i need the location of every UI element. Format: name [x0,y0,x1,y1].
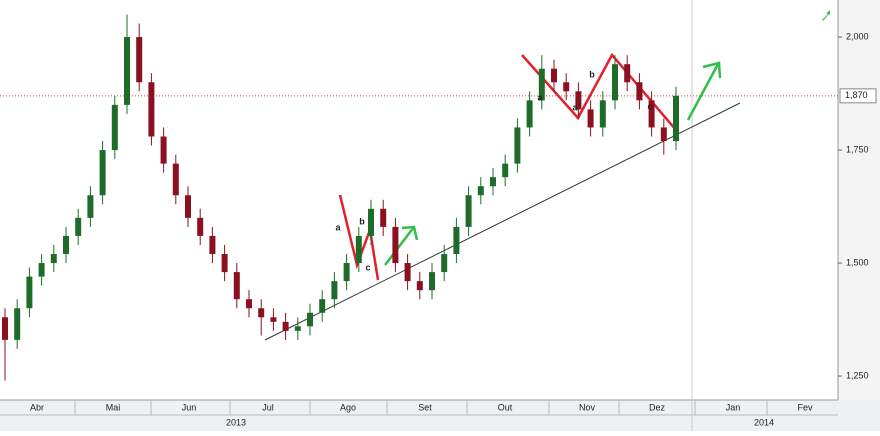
candle-body [2,317,8,340]
candle-body [465,195,472,227]
last-price-box [839,88,877,104]
x-tick-label: Set [418,402,432,412]
wave-label: c [365,262,370,272]
x-tick-label: Dez [649,402,666,412]
candle-body [258,308,265,318]
candle-body [50,254,57,264]
x-tick-label: Abr [30,402,44,412]
candle-body [502,163,509,178]
x-tick-label: Jul [262,402,274,412]
candle-body [87,195,94,218]
y-tick-label: 1,500 [846,257,869,267]
trend-line [264,102,741,341]
candle-body [453,226,460,255]
candle-body [343,263,350,282]
candle-body [648,100,655,128]
candle-body [294,326,301,331]
candle-body [514,127,521,164]
arrow [384,225,419,266]
candle-body [624,64,631,83]
candle-body [477,186,484,196]
candle-body [38,263,45,277]
wave-pattern [338,194,380,281]
candle-body [160,136,167,164]
candle-body [233,272,240,300]
candle-body [307,312,313,327]
candle-body [563,82,570,92]
candle-body [14,308,21,340]
last-price-label: 1,870 [845,90,868,100]
candle-body [392,226,399,264]
candle-body [612,64,618,101]
candle-body [587,109,594,128]
y-tick-label: 1,250 [846,370,869,380]
y-axis-panel [838,0,880,400]
wave-label: b [359,216,365,226]
x-tick-label: Out [498,402,513,412]
candle-body [636,82,643,101]
candle-body [111,104,118,151]
candle-body [551,68,557,83]
wave-label: a [335,222,341,232]
candle-body [124,37,130,105]
x-tick-label: Fev [797,402,813,412]
candle-body [136,37,143,83]
x-tick-label: Jan [726,402,741,412]
candle-body [221,254,228,273]
x-tick-label: Ago [340,402,356,412]
candle-body [75,217,82,236]
year-label: 2013 [226,417,246,427]
year-label: 2014 [754,417,774,427]
candle-body [270,317,277,322]
candle-body [197,217,204,236]
y-tick-label: 2,000 [846,31,869,41]
wave-label: b [589,69,595,79]
wave-label: a [537,92,543,102]
wave-label: a [572,102,578,112]
x-tick-label: Jun [182,402,197,412]
status-icon [822,10,830,21]
candle-body [148,82,155,137]
candle-body [660,127,667,142]
arrow [686,61,722,121]
candle-body [575,91,582,110]
candle-body [63,235,69,255]
x-tick-label: Nov [579,402,596,412]
candle-body [368,208,374,236]
candle-body [429,272,435,291]
candle-body [246,299,252,309]
candle-body [404,263,411,282]
candle-body [99,150,106,196]
candle-body [331,281,338,300]
candle-body [416,281,423,291]
candle-body [490,177,496,187]
candle-body [673,95,679,142]
candle-body [538,68,545,101]
candle-body [172,163,179,196]
candle-body [441,254,448,273]
candle-body [526,100,533,128]
wave-pattern [521,52,677,131]
candle-body [209,235,216,255]
x-tick-label: Mai [106,402,121,412]
candle-body [26,276,33,309]
candle-body [355,235,362,264]
candle-body [282,321,289,331]
candle-body [380,208,387,227]
wave-label: c [647,101,652,111]
y-tick-label: 1,750 [846,144,869,154]
candle-body [599,100,606,128]
candle-body [319,299,326,313]
candle-body [185,195,191,218]
